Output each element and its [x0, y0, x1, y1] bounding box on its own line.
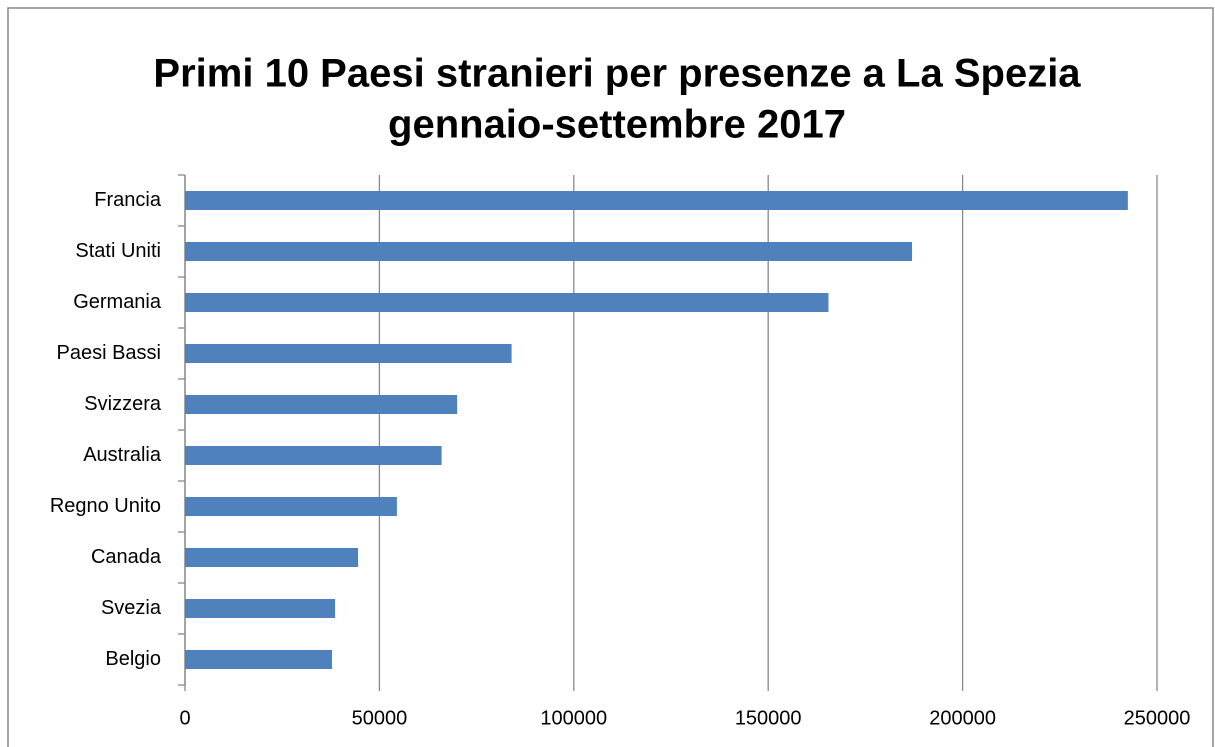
bar [185, 650, 332, 669]
y-tick-label: Paesi Bassi [57, 342, 162, 364]
chart-title: Primi 10 Paesi stranieri per presenze a … [153, 52, 1081, 96]
y-tick-label: Australia [83, 444, 162, 466]
y-tick-label: Francia [94, 189, 162, 211]
y-tick-label: Canada [91, 546, 162, 568]
bar [185, 599, 336, 618]
bar [185, 548, 359, 567]
y-tick-label: Svizzera [84, 393, 162, 415]
bar [185, 293, 829, 312]
x-tick-label: 50000 [352, 707, 408, 729]
bar [185, 191, 1128, 210]
y-tick-label: Svezia [101, 597, 162, 619]
y-tick-label: Belgio [105, 648, 161, 670]
bar [185, 242, 913, 261]
chart-frame [7, 7, 1214, 747]
bar [185, 395, 458, 414]
bar [185, 497, 397, 516]
x-tick-label: 0 [179, 707, 190, 729]
bar [185, 344, 512, 363]
x-tick-label: 250000 [1124, 707, 1191, 729]
chart-subtitle: gennaio-settembre 2017 [388, 103, 846, 147]
x-tick-label: 100000 [540, 707, 607, 729]
y-tick-label: Germania [73, 291, 162, 313]
x-tick-label: 200000 [929, 707, 996, 729]
bar [185, 446, 442, 465]
x-tick-label: 150000 [735, 707, 802, 729]
y-tick-label: Regno Unito [50, 495, 161, 517]
y-tick-label: Stati Uniti [75, 240, 161, 262]
